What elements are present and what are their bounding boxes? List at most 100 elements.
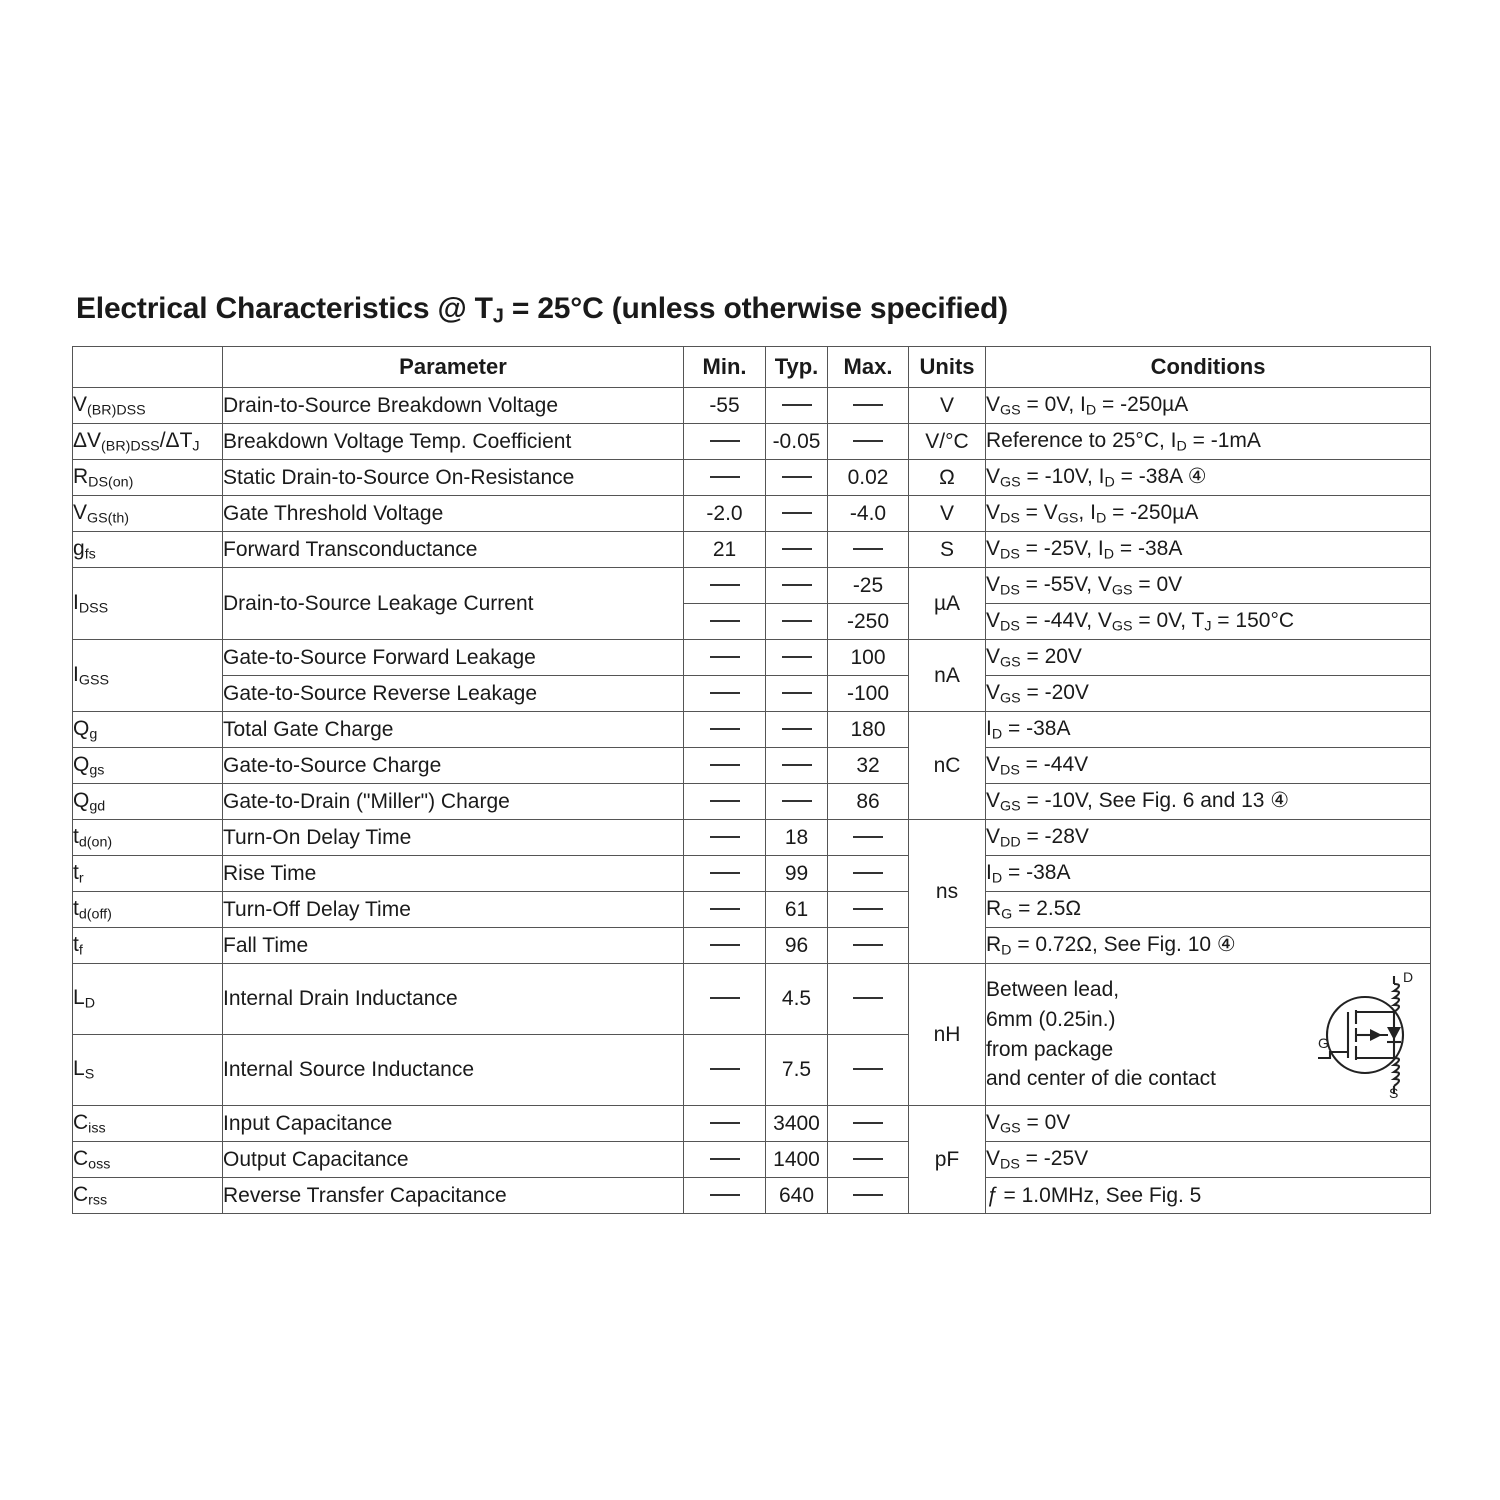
row-typ: 640 [765, 1177, 828, 1214]
header-conditions: Conditions [985, 346, 1431, 388]
row-max [827, 1177, 909, 1214]
row-typ: 4.5 [765, 963, 828, 1035]
row-typ: 99 [765, 855, 828, 892]
row-max: 100 [827, 639, 909, 676]
header-units: Units [908, 346, 986, 388]
header-symbol [72, 346, 223, 388]
row-parameter: Turn-Off Delay Time [222, 891, 684, 928]
row-symbol: Qg [72, 711, 223, 748]
row-max [827, 1105, 909, 1142]
row-conditions: RG = 2.5Ω [985, 891, 1431, 928]
row-max [827, 855, 909, 892]
row-min [683, 639, 766, 676]
row-parameter: Output Capacitance [222, 1141, 684, 1178]
row-min [683, 567, 766, 604]
row-conditions: VDS = -44V [985, 747, 1431, 784]
row-max [827, 819, 909, 856]
table-row: td(on) Turn-On Delay Time 18 ns VDD = -2… [72, 819, 1431, 964]
row-min [683, 963, 766, 1035]
row-min [683, 1105, 766, 1142]
mosfet-symbol-icon: D G S [1318, 969, 1422, 1101]
electrical-characteristics-table: Parameter Min. Typ. Max. Units Condition… [72, 346, 1431, 1214]
row-conditions: VDD = -28V [985, 819, 1431, 856]
row-parameter: Gate-to-Source Charge [222, 747, 684, 784]
header-parameter: Parameter [222, 346, 684, 388]
table-row: LS Internal Source Inductance 7.5 [72, 1034, 1431, 1106]
row-typ [765, 711, 828, 748]
table-row: Qgs Gate-to-Source Charge 32 VDS = -44V [72, 747, 1431, 784]
row-typ: 3400 [765, 1105, 828, 1142]
row-units: Ω [908, 459, 986, 496]
row-min: -2.0 [683, 495, 766, 532]
row-parameter: Drain-to-Source Leakage Current [222, 567, 684, 640]
row-min: -55 [683, 387, 766, 424]
row-typ: 7.5 [765, 1034, 828, 1106]
section-title-prefix: Electrical Characteristics @ T [76, 292, 493, 325]
row-max [827, 423, 909, 460]
table-row: ΔV(BR)DSS/ΔTJ Breakdown Voltage Temp. Co… [72, 423, 1431, 460]
inductance-cond-line3: from package [986, 1037, 1114, 1061]
row-min [683, 603, 766, 640]
row-units: nC [908, 711, 986, 820]
row-min [683, 1177, 766, 1214]
mosfet-source-label: S [1389, 1085, 1398, 1098]
row-symbol: IGSS [72, 639, 223, 712]
table-row: -250 VDS = -44V, VGS = 0V, TJ = 150°C [73, 603, 1431, 640]
row-parameter: Forward Transconductance [222, 531, 684, 568]
row-conditions: VGS = -20V [985, 675, 1431, 712]
section-title-sub: J [492, 305, 504, 328]
row-max: 180 [827, 711, 909, 748]
row-parameter: Drain-to-Source Breakdown Voltage [222, 387, 684, 424]
row-conditions: VDS = VGS, ID = -250µA [985, 495, 1431, 532]
row-min [683, 747, 766, 784]
row-conditions: VGS = -10V, See Fig. 6 and 13 ④ [985, 783, 1431, 820]
inductance-cond-line1: Between lead, [986, 977, 1120, 1001]
row-min [683, 819, 766, 856]
row-min [683, 783, 766, 820]
row-symbol: VGS(th) [72, 495, 223, 532]
row-parameter: Internal Source Inductance [222, 1034, 684, 1106]
row-min [683, 927, 766, 964]
row-typ [765, 603, 828, 640]
row-conditions: VDS = -25V [985, 1141, 1431, 1178]
row-max: -250 [827, 603, 909, 640]
header-max: Max. [827, 346, 909, 388]
row-min [683, 459, 766, 496]
row-parameter: Total Gate Charge [222, 711, 684, 748]
row-min [683, 891, 766, 928]
table-row: Qgd Gate-to-Drain ("Miller") Charge 86 V… [72, 783, 1431, 820]
row-conditions: RD = 0.72Ω, See Fig. 10 ④ [985, 927, 1431, 964]
row-symbol: td(off) [72, 891, 223, 928]
row-max [827, 1141, 909, 1178]
row-min [683, 711, 766, 748]
row-conditions: VDS = -55V, VGS = 0V [985, 567, 1431, 604]
row-symbol: V(BR)DSS [72, 387, 223, 424]
row-max [827, 891, 909, 928]
row-symbol: ΔV(BR)DSS/ΔTJ [72, 423, 223, 460]
row-symbol: Crss [72, 1177, 223, 1214]
table-row: tr Rise Time 99 ID = -38A [72, 855, 1431, 892]
row-parameter: Rise Time [222, 855, 684, 892]
row-parameter: Internal Drain Inductance [222, 963, 684, 1035]
inductance-conditions: Between lead, 6mm (0.25in.) from package… [985, 963, 1431, 1106]
row-parameter: Turn-On Delay Time [222, 819, 684, 856]
row-units: V [908, 495, 986, 532]
row-max: 86 [827, 783, 909, 820]
row-symbol: Qgd [72, 783, 223, 820]
table-row: gfs Forward Transconductance 21 S VDS = … [72, 531, 1431, 568]
row-units: V [908, 387, 986, 424]
row-typ [765, 675, 828, 712]
inductance-cond-line4: and center of die contact [986, 1067, 1216, 1091]
row-max: -25 [827, 567, 909, 604]
row-conditions: VGS = -10V, ID = -38A ④ [985, 459, 1431, 496]
row-parameter: Breakdown Voltage Temp. Coefficient [222, 423, 684, 460]
row-typ: -0.05 [765, 423, 828, 460]
table-row: Ciss Input Capacitance 3400 pF VGS = 0V [72, 1105, 1431, 1214]
row-units: S [908, 531, 986, 568]
table-row: IGSS Gate-to-Source Forward Leakage 100 … [72, 639, 1431, 712]
table-row: Coss Output Capacitance 1400 VDS = -25V [72, 1141, 1431, 1178]
row-symbol: IDSS [72, 567, 223, 640]
row-conditions: VGS = 0V, ID = -250µA [985, 387, 1431, 424]
row-min [683, 855, 766, 892]
